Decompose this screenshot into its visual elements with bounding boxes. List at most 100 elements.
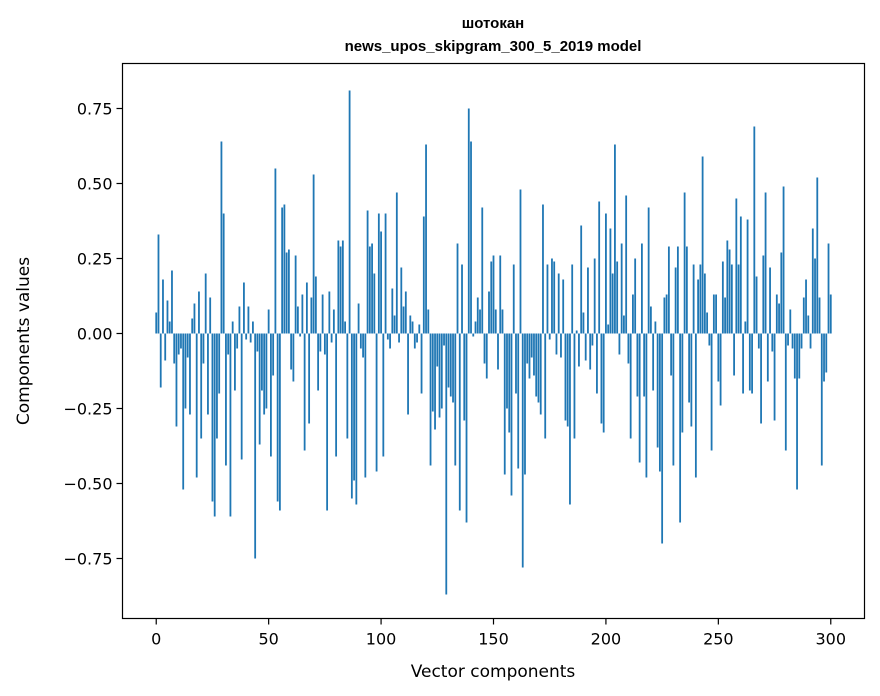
bar-148 [488, 291, 490, 334]
bar-21 [202, 333, 205, 364]
y-axis-label: Components values [14, 257, 34, 425]
bar-163 [521, 333, 524, 568]
bar-136 [461, 264, 463, 334]
bar-31 [225, 333, 227, 466]
bar-66 [303, 333, 306, 451]
bar-260 [739, 216, 742, 334]
bar-186 [573, 333, 576, 439]
bar-247 [710, 333, 713, 451]
y-tick-label: −0.25 [63, 400, 112, 419]
bar-125 [436, 333, 439, 367]
bar-107 [395, 192, 398, 334]
bar-192 [587, 267, 589, 334]
bar-60 [290, 333, 293, 370]
bar-257 [733, 333, 735, 376]
bar-274 [771, 333, 774, 352]
bar-282 [789, 309, 792, 334]
bar-35 [234, 333, 236, 391]
bar-267 [755, 276, 758, 334]
bar-74 [321, 294, 324, 334]
bar-287 [800, 333, 803, 349]
bar-268 [757, 333, 760, 349]
bar-62 [294, 255, 297, 334]
bar-99 [377, 213, 380, 334]
bar-72 [317, 333, 320, 391]
bar-270 [762, 255, 765, 334]
x-tick-label: 250 [703, 630, 734, 649]
bar-173 [544, 333, 547, 439]
bar-238 [690, 333, 693, 427]
bar-278 [780, 252, 783, 334]
bar-289 [805, 279, 807, 334]
bar-32 [227, 333, 230, 355]
bar-112 [407, 333, 409, 415]
bar-193 [589, 333, 592, 370]
bar-217 [643, 333, 646, 397]
bar-208 [623, 315, 625, 334]
bar-158 [510, 333, 513, 496]
bar-272 [766, 333, 769, 382]
bar-101 [382, 333, 385, 457]
bar-178 [555, 333, 558, 355]
bar-103 [386, 333, 389, 340]
bar-202 [609, 228, 612, 334]
bar-271 [764, 192, 767, 334]
bar-37 [238, 306, 241, 334]
bar-51 [270, 333, 272, 457]
bar-145 [481, 207, 484, 334]
bar-68 [308, 333, 311, 424]
bar-25 [211, 333, 214, 502]
bar-241 [697, 279, 700, 334]
bar-113 [409, 315, 412, 334]
bar-180 [560, 333, 562, 358]
bar-250 [717, 333, 720, 382]
bar-81 [337, 240, 340, 334]
x-tick-label: 300 [815, 630, 846, 649]
bar-177 [553, 261, 556, 334]
bar-16 [191, 318, 194, 334]
bar-149 [490, 261, 493, 334]
bar-251 [719, 333, 722, 406]
x-tick-label: 0 [151, 630, 161, 649]
bar-131 [449, 333, 452, 397]
x-axis-ticks: 0 50 100 150 200 250 300 [151, 618, 846, 649]
bar-245 [706, 312, 709, 334]
bar-5 [166, 300, 169, 334]
bar-243 [701, 156, 704, 334]
bar-58 [285, 252, 288, 334]
bar-239 [692, 264, 695, 334]
bar-265 [751, 333, 753, 394]
bar-279 [782, 186, 785, 334]
bar-110 [402, 306, 405, 334]
bar-76 [326, 333, 329, 511]
bar-119 [422, 216, 425, 334]
bar-157 [508, 333, 511, 433]
bar-162 [519, 189, 522, 334]
bar-237 [688, 333, 691, 403]
bar-24 [209, 297, 212, 334]
bar-281 [787, 333, 789, 346]
bar-137 [463, 333, 466, 421]
bar-234 [681, 333, 684, 433]
bar-187 [575, 330, 578, 334]
bar-108 [398, 333, 400, 343]
bar-166 [528, 333, 531, 379]
bar-90 [357, 303, 360, 334]
bar-139 [467, 108, 470, 334]
bar-20 [200, 333, 203, 439]
bar-190 [582, 312, 585, 334]
bar-183 [566, 333, 569, 427]
bar-118 [420, 333, 423, 394]
bar-0 [155, 312, 158, 334]
bar-77 [328, 291, 331, 334]
bar-246 [708, 333, 711, 346]
bar-288 [802, 297, 805, 334]
bar-11 [180, 333, 182, 349]
bar-196 [596, 333, 598, 394]
plot-frame [121, 62, 866, 620]
bar-124 [434, 333, 436, 430]
bar-159 [512, 264, 515, 334]
bar-138 [465, 333, 468, 523]
bar-209 [625, 195, 628, 334]
bar-109 [400, 267, 403, 334]
